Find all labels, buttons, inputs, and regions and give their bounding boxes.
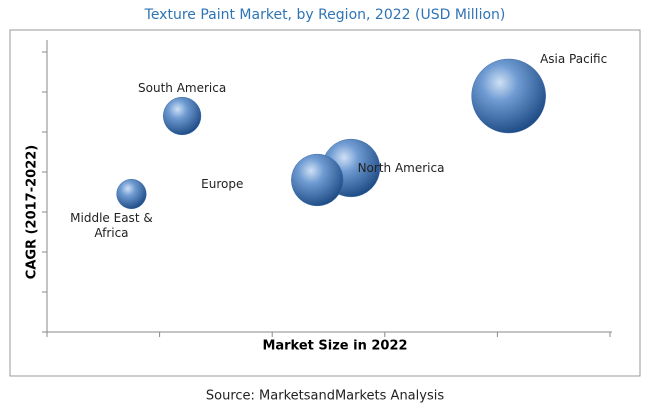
bubble xyxy=(163,96,202,136)
bubble-label: Middle East & Africa xyxy=(70,211,153,240)
x-axis-label: Market Size in 2022 xyxy=(262,339,407,354)
chart-title: Texture Paint Market, by Region, 2022 (U… xyxy=(144,7,506,23)
bubble-label: North America xyxy=(357,161,445,175)
frame xyxy=(9,29,641,377)
bubble xyxy=(291,153,344,207)
bubble xyxy=(471,58,546,134)
bubble xyxy=(116,178,147,210)
bubble-label: Europe xyxy=(201,177,244,191)
source: Source: MarketsandMarkets Analysis xyxy=(206,389,444,404)
bubble-label: South America xyxy=(138,81,227,95)
bubble-label: Asia Pacific xyxy=(540,52,608,66)
y-axis-label: CAGR (2017-2022) xyxy=(25,145,40,279)
